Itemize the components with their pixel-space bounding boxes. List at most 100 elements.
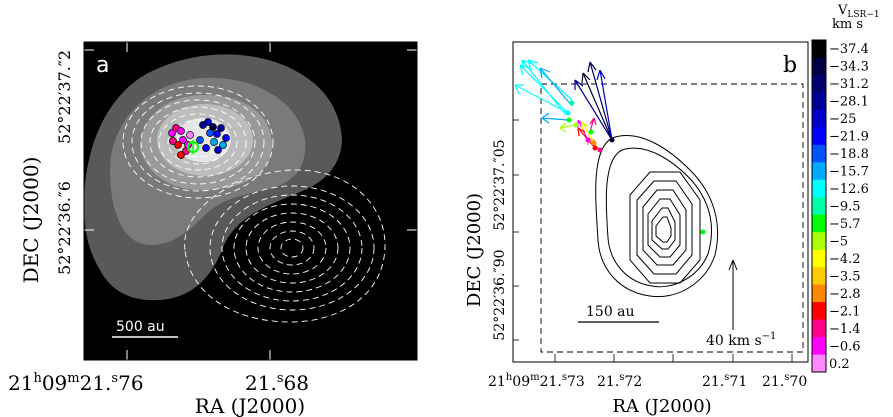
maser-spot	[209, 123, 217, 131]
colorbar-label: −9.5	[829, 200, 861, 215]
velocity-arrow	[514, 84, 569, 114]
contour	[158, 113, 238, 171]
contour	[140, 99, 256, 185]
maser-spot	[700, 229, 706, 235]
colorbar-frame	[811, 39, 827, 373]
panel-a-letter: a	[96, 53, 109, 78]
colorbar-title-unit: km s	[832, 17, 863, 32]
velocity-arrow	[521, 59, 567, 116]
panel-b-reference-arrow	[728, 259, 738, 330]
panel-b-dashed-box	[540, 83, 804, 353]
panel-a-y-axis-title: DEC (J2000)	[19, 157, 43, 284]
contour	[122, 85, 274, 199]
panel-b-frame	[512, 41, 809, 363]
velocity-arrow	[596, 69, 613, 141]
panel-b-x-tick-4: 21.s70	[762, 372, 807, 390]
contour	[131, 92, 265, 192]
colorbar-swatch	[812, 337, 826, 356]
colorbar-label: −3.5	[829, 269, 861, 284]
maser-spot	[202, 144, 210, 152]
colorbar-label: −4.2	[829, 252, 861, 267]
colorbar-swatch	[812, 92, 826, 111]
maser-spot	[591, 140, 597, 146]
colorbar-swatch	[812, 109, 826, 128]
contour	[221, 194, 363, 302]
colorbar-label: −37.4	[829, 42, 869, 57]
contour	[647, 198, 681, 258]
panel-a-x-tick-1: 21h09m21.s76	[8, 371, 144, 395]
maser-spot	[592, 145, 598, 151]
colorbar-swatch	[812, 144, 826, 163]
panel-b-scale-label: 150 au	[586, 304, 635, 320]
colorbar-swatch	[812, 40, 826, 58]
colorbar: VLSR−1 km s −37.4 −34.3 −31.2 −28.1 −25 −21.9…	[811, 3, 880, 373]
maser-spot	[569, 100, 575, 106]
velocity-arrow	[541, 112, 569, 124]
colorbar-swatches	[811, 39, 827, 373]
contour	[184, 169, 386, 323]
velocity-arrow	[574, 79, 613, 141]
colorbar-label: −31.2	[829, 77, 869, 92]
panel-b-x-tick-3: 21.s71	[702, 372, 747, 390]
maser-spot	[168, 129, 176, 137]
colorbar-swatch	[812, 319, 826, 338]
panel-a-green-marker	[187, 140, 199, 154]
panel-a-x-axis-title: RA (J2000)	[195, 394, 305, 417]
panel-a-y-tick-2: 52°22′36.″6	[55, 181, 74, 275]
maser-spot	[179, 136, 187, 144]
maser-spot	[177, 127, 185, 135]
maser-spot	[196, 136, 204, 144]
maser-spot	[169, 137, 177, 145]
panel-a-y-tick-1: 52°22′37.″2	[55, 50, 74, 144]
contour	[209, 185, 375, 311]
colorbar-label: −5	[829, 234, 848, 249]
colorbar-label: −0.6	[829, 339, 861, 354]
maser-spot	[214, 146, 222, 154]
maser-spot	[597, 147, 603, 153]
panel-b-maser-spots	[565, 100, 706, 235]
velocity-arrow	[581, 121, 595, 144]
panel-b-velocity-label: 40 km s−1	[706, 331, 776, 349]
colorbar-label: −25	[829, 112, 856, 127]
colorbar-label: −12.6	[829, 182, 869, 197]
colorbar-swatch	[812, 179, 826, 198]
maser-spot	[177, 151, 185, 159]
panel-b-letter: b	[783, 53, 797, 78]
maser-spot	[204, 118, 212, 126]
colorbar-label: −2.1	[829, 304, 861, 319]
colorbar-label: −18.8	[829, 147, 869, 162]
maser-spot	[222, 134, 230, 142]
colorbar-swatch	[812, 249, 826, 268]
maser-spot	[609, 137, 615, 143]
panel-b-contours	[595, 135, 718, 298]
maser-spot	[585, 137, 591, 143]
reference-arrow-head	[728, 259, 738, 271]
maser-spot	[174, 141, 182, 149]
colorbar-label: −21.9	[829, 130, 869, 145]
panel-b-x-axis-title: RA (J2000)	[612, 396, 711, 417]
panel-b-ticks	[513, 119, 793, 362]
velocity-arrow	[539, 67, 573, 107]
contour	[269, 230, 315, 266]
colorbar-label: −34.3	[829, 60, 869, 75]
velocity-arrow	[581, 72, 613, 141]
contour	[149, 106, 247, 178]
contour	[280, 238, 304, 258]
maser-spot	[210, 138, 218, 146]
maser-spot	[565, 110, 571, 116]
panel-b-y-axis-title: DEC (J2000)	[464, 193, 485, 307]
maser-spot	[213, 130, 221, 138]
maser-spot	[588, 129, 594, 135]
panel-b-x-tick-2: 21.s72	[597, 372, 642, 390]
velocity-arrow	[587, 61, 613, 141]
colorbar-label: −2.8	[829, 287, 861, 302]
panel-a-contours-nw	[122, 85, 274, 199]
colorbar-swatch	[812, 284, 826, 303]
colorbar-swatch	[812, 267, 826, 286]
panel-a: a 500 au DEC (J2000) 52°22′37.″2 52°22′3…	[8, 41, 418, 417]
colorbar-swatch	[812, 74, 826, 93]
colorbar-title-v: VLSR−1	[837, 3, 880, 20]
colorbar-swatch	[812, 57, 826, 76]
maser-spot	[186, 131, 194, 139]
